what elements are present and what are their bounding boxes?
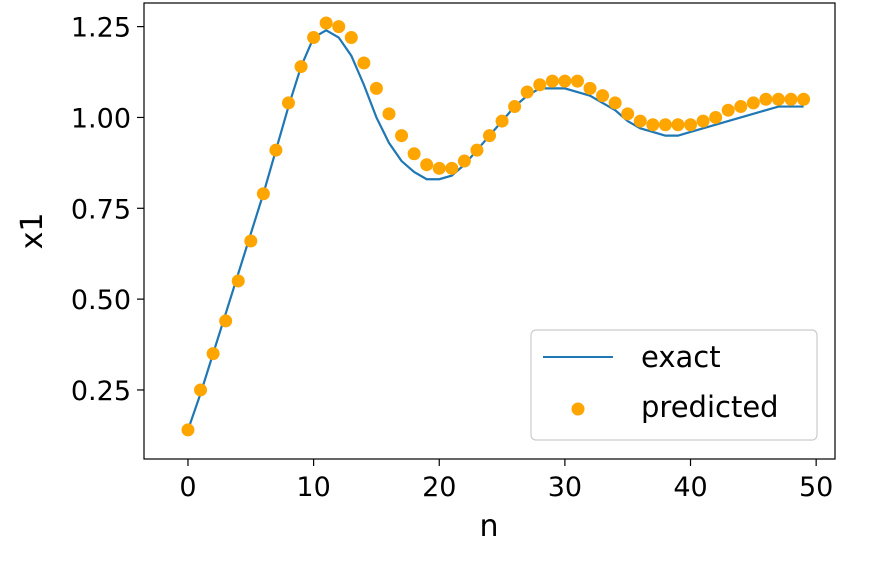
data-point-predicted	[508, 100, 522, 114]
x-tick-label: 10	[296, 472, 330, 503]
y-tick-label: 0.25	[71, 376, 131, 407]
data-point-predicted	[746, 96, 760, 110]
legend: exact predicted	[530, 329, 818, 441]
data-point-predicted	[495, 114, 509, 128]
data-point-predicted	[583, 81, 597, 95]
x-tick-label: 0	[179, 472, 196, 503]
data-point-predicted	[608, 96, 622, 110]
data-point-predicted	[357, 56, 371, 70]
y-tick-label: 1.00	[71, 103, 131, 134]
data-point-predicted	[709, 110, 723, 124]
x-tick-label: 20	[422, 472, 456, 503]
data-point-predicted	[294, 60, 308, 74]
x-axis-label: n	[479, 509, 498, 544]
data-point-predicted	[520, 85, 534, 99]
y-tick-label: 0.50	[71, 285, 131, 316]
y-axis-label: x1	[15, 213, 50, 250]
data-point-predicted	[558, 74, 572, 88]
data-point-predicted	[671, 118, 685, 132]
data-point-predicted	[445, 161, 459, 175]
y-tick-label: 1.25	[71, 13, 131, 44]
data-point-predicted	[545, 74, 559, 88]
data-point-predicted	[633, 114, 647, 128]
data-point-predicted	[734, 100, 748, 114]
x-tick-label: 40	[673, 472, 707, 503]
data-point-predicted	[382, 107, 396, 121]
data-point-predicted	[307, 31, 321, 45]
data-point-predicted	[533, 78, 547, 92]
data-point-predicted	[181, 423, 195, 437]
data-point-predicted	[420, 158, 434, 172]
data-point-predicted	[319, 16, 333, 30]
data-point-predicted	[344, 31, 358, 45]
data-point-predicted	[771, 92, 785, 106]
data-point-predicted	[684, 118, 698, 132]
plot-frame	[143, 2, 836, 460]
data-point-predicted	[784, 92, 798, 106]
data-point-predicted	[244, 234, 258, 248]
legend-label-exact: exact	[641, 340, 721, 374]
data-point-predicted	[206, 347, 220, 361]
data-point-predicted	[646, 118, 660, 132]
data-point-predicted	[219, 314, 233, 328]
x-tick-label: 50	[799, 472, 833, 503]
data-point-predicted	[658, 118, 672, 132]
data-point-predicted	[570, 74, 584, 88]
data-point-predicted	[483, 129, 496, 143]
data-point-predicted	[194, 383, 208, 397]
data-point-predicted	[281, 96, 295, 110]
data-point-predicted	[721, 103, 735, 117]
data-point-predicted	[432, 161, 446, 175]
data-point-predicted	[621, 107, 635, 121]
data-point-predicted	[256, 187, 270, 201]
data-point-predicted	[759, 92, 773, 106]
data-point-predicted	[369, 81, 383, 95]
y-tick-label: 0.75	[71, 194, 131, 225]
data-point-predicted	[797, 92, 811, 106]
legend-marker-swatch	[571, 402, 585, 416]
data-point-predicted	[332, 20, 346, 34]
data-point-predicted	[457, 154, 471, 168]
data-point-predicted	[395, 129, 409, 143]
data-point-predicted	[407, 147, 421, 161]
data-point-predicted	[696, 114, 710, 128]
x-tick-label: 30	[548, 472, 582, 503]
data-point-predicted	[470, 143, 484, 157]
data-point-predicted	[596, 89, 610, 103]
data-point-predicted	[269, 143, 283, 157]
data-point-predicted	[231, 274, 245, 288]
legend-label-predicted: predicted	[641, 390, 779, 424]
